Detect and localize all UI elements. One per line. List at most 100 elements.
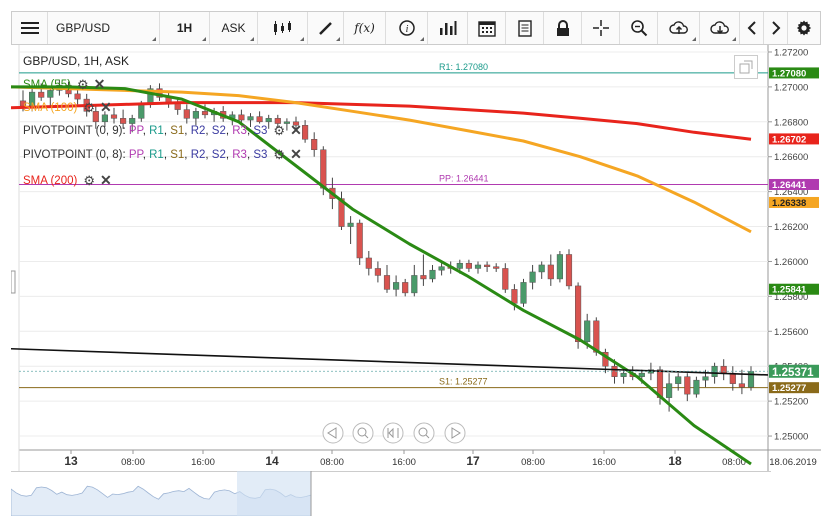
menu-button[interactable] — [12, 12, 48, 44]
legend-sma-100-label: SMA (100) — [23, 101, 78, 114]
bullish-candle — [702, 376, 709, 381]
price-type-label: ASK — [221, 21, 246, 35]
pivot-legend-part: : — [122, 124, 129, 137]
navigator-window[interactable] — [237, 471, 311, 516]
y-tick-label: 1.27000 — [774, 82, 808, 93]
scroll-right-button[interactable] — [764, 12, 788, 44]
pivot-legend-part: , — [225, 148, 233, 161]
zoom-in-button[interactable] — [413, 422, 435, 444]
legend-pivotpoint-8[interactable]: PIVOTPOINT (0, 8) : PP, R1, S1, R2, S2, … — [23, 146, 302, 163]
bullish-candle — [101, 114, 108, 123]
dropdown-caret-icon — [250, 37, 254, 41]
x-tick-label: 08:00 — [320, 457, 344, 468]
download-button[interactable] — [700, 12, 740, 44]
bearish-candle — [484, 264, 491, 267]
pivot-legend-part: , — [246, 148, 254, 161]
legend-sma-100[interactable]: SMA (100) ⚙ ✕ — [23, 99, 112, 116]
news-button[interactable] — [506, 12, 544, 44]
timeframe-selector[interactable]: 1H — [160, 12, 210, 44]
price-chart[interactable]: 1.27200 1.27000 1.26800 1.26600 1.26400 1.262… — [10, 45, 821, 471]
restore-chart-button[interactable] — [734, 55, 758, 79]
gear-icon[interactable]: ⚙ — [76, 76, 89, 92]
scroll-left-button[interactable] — [740, 12, 764, 44]
symbol-selector[interactable]: GBP/USD — [48, 12, 160, 44]
cloud-upload-icon — [668, 21, 688, 34]
bullish-candle — [438, 266, 445, 271]
price-tag-bg — [769, 178, 819, 190]
zoom-out-icon — [357, 427, 367, 437]
dropdown-caret-icon — [202, 37, 206, 41]
x-tick-label: 16:00 — [592, 457, 616, 468]
document-icon — [517, 19, 532, 37]
sma-200-line — [10, 101, 752, 141]
zoom-previous-button[interactable] — [322, 422, 344, 444]
legend-pivot-9-label: PIVOTPOINT (0, 9) — [23, 124, 123, 137]
zoom-out-button[interactable] — [352, 422, 374, 444]
side-panel-handle[interactable] — [10, 270, 16, 294]
pivot-legend-part: , — [246, 124, 254, 137]
bullish-candle — [456, 262, 463, 269]
close-icon[interactable]: ✕ — [290, 122, 302, 138]
bullish-candle — [138, 104, 145, 119]
zoom-button[interactable] — [620, 12, 658, 44]
pivot-legend-part: S1 — [170, 124, 185, 137]
legend-pivot-9-series: : PP, R1, S1, R2, S2, R3, S3 — [122, 125, 267, 137]
x-tick-label: 18 — [668, 454, 682, 468]
bullish-candle — [584, 320, 591, 343]
timeframe-label: 1H — [176, 21, 193, 35]
legend-sma-55[interactable]: SMA (55) ⚙ ✕ — [23, 76, 105, 93]
bearish-candle — [110, 114, 118, 119]
bearish-candle — [311, 139, 318, 150]
close-icon[interactable]: ✕ — [93, 76, 106, 92]
y-tick-label: 1.25000 — [774, 432, 808, 443]
close-icon[interactable]: ✕ — [99, 172, 112, 188]
lock-icon — [556, 19, 569, 36]
close-icon[interactable]: ✕ — [99, 99, 112, 115]
zoom-next-button[interactable] — [444, 422, 466, 444]
cloud-download-icon — [709, 21, 729, 35]
lock-button[interactable] — [544, 12, 582, 44]
candlestick-icon — [273, 21, 291, 35]
zoom-out-icon-handle — [364, 434, 369, 439]
pivot-legend-part: R3 — [232, 148, 247, 161]
zoom-in-icon-handle — [425, 434, 430, 439]
bearish-candle — [274, 118, 281, 124]
bearish-candle — [738, 383, 745, 388]
price-tag-label: 1.26702 — [772, 134, 806, 145]
gear-icon[interactable]: ⚙ — [273, 146, 286, 162]
gear-icon[interactable]: ⚙ — [273, 122, 286, 138]
navigator[interactable] — [10, 471, 771, 517]
bullish-candle — [247, 116, 254, 121]
navigator-minichart[interactable] — [10, 471, 771, 517]
bearish-candle — [729, 372, 736, 384]
chart-area[interactable]: 1.27200 1.27000 1.26800 1.26600 1.26400 1.262… — [10, 45, 821, 471]
info-button[interactable]: i — [386, 12, 428, 44]
drawing-tools-button[interactable] — [308, 12, 344, 44]
price-type-selector[interactable]: ASK — [210, 12, 258, 44]
indicators-button[interactable]: f(x) — [344, 12, 386, 44]
bullish-candle — [529, 271, 536, 283]
close-icon[interactable]: ✕ — [290, 146, 302, 162]
pencil-icon — [318, 22, 332, 35]
settings-button[interactable] — [788, 12, 820, 44]
x-tick-label: 08:00 — [722, 457, 746, 468]
y-tick-label: 1.25600 — [774, 327, 808, 338]
bullish-candle — [556, 254, 563, 280]
bearish-candle — [575, 285, 582, 343]
crosshair-button[interactable] — [582, 12, 620, 44]
info-icon: i — [398, 20, 415, 36]
pivot-legend-part: S2 — [211, 124, 226, 137]
volume-button[interactable] — [428, 12, 468, 44]
calendar-button[interactable] — [468, 12, 506, 44]
bearish-candle — [338, 198, 345, 227]
chart-type-button[interactable] — [258, 12, 308, 44]
legend-pivotpoint-9[interactable]: PIVOTPOINT (0, 9) : PP, R1, S1, R2, S2, … — [23, 122, 302, 139]
bearish-candle — [720, 365, 727, 374]
svg-text:i: i — [405, 24, 408, 35]
gear-icon[interactable]: ⚙ — [83, 99, 95, 115]
upload-button[interactable] — [658, 12, 700, 44]
gear-icon[interactable]: ⚙ — [83, 172, 95, 188]
bullish-candle — [474, 264, 482, 269]
bullish-candle — [265, 118, 272, 123]
legend-sma-200[interactable]: SMA (200) ⚙ ✕ — [23, 172, 112, 189]
